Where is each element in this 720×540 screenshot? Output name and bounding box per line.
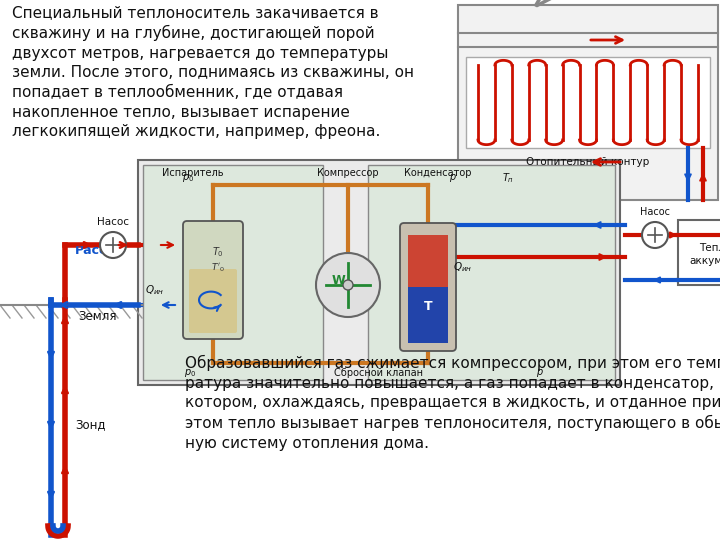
Text: Отопительный контур: Отопительный контур: [526, 157, 649, 167]
Text: аккумулятор: аккумулятор: [689, 256, 720, 266]
Text: $p_0$: $p_0$: [182, 172, 194, 184]
Text: Насос: Насос: [97, 217, 129, 227]
Text: Испаритель: Испаритель: [162, 168, 224, 178]
Text: $T_0$: $T_0$: [212, 245, 224, 259]
Text: $Q_{ин}$: $Q_{ин}$: [454, 260, 472, 274]
Bar: [458, 5, 718, 200]
Bar: [466, 57, 710, 148]
Text: $Q_{ин}$: $Q_{ин}$: [145, 283, 165, 297]
Text: W: W: [331, 274, 345, 287]
Text: $T'_0$: $T'_0$: [211, 262, 225, 274]
FancyBboxPatch shape: [189, 269, 237, 333]
Circle shape: [343, 280, 353, 290]
Circle shape: [100, 232, 126, 258]
FancyBboxPatch shape: [183, 221, 243, 339]
Text: T: T: [423, 300, 432, 314]
Text: Тепловой: Тепловой: [699, 243, 720, 253]
Circle shape: [642, 222, 668, 248]
Text: Рассол: Рассол: [75, 244, 125, 256]
Bar: [408, 287, 448, 343]
FancyBboxPatch shape: [400, 223, 456, 351]
Bar: [408, 235, 448, 287]
Text: Компрессор: Компрессор: [318, 168, 379, 178]
Text: $p$: $p$: [536, 367, 544, 379]
Text: Конденсатор: Конденсатор: [404, 168, 472, 178]
Text: $p_0$: $p_0$: [184, 367, 196, 379]
Bar: [368, 165, 615, 380]
Text: $T_п$: $T_п$: [502, 171, 514, 185]
Text: Сбросной клапан: Сбросной клапан: [335, 368, 423, 378]
Bar: [138, 160, 620, 385]
Text: Образовавшийся газ сжимается компрессором, при этом его темпе-
ратура значительн: Образовавшийся газ сжимается компрессоро…: [185, 355, 720, 451]
Text: $p$: $p$: [449, 172, 457, 184]
Text: Земля: Земля: [78, 310, 117, 323]
Circle shape: [316, 253, 380, 317]
Text: Насос: Насос: [640, 207, 670, 217]
Bar: [143, 165, 323, 380]
Bar: [678, 220, 720, 285]
Text: Зонд: Зонд: [75, 418, 106, 431]
Text: Специальный теплоноситель закачивается в
скважину и на глубине, достигающей поро: Специальный теплоноситель закачивается в…: [12, 5, 414, 139]
